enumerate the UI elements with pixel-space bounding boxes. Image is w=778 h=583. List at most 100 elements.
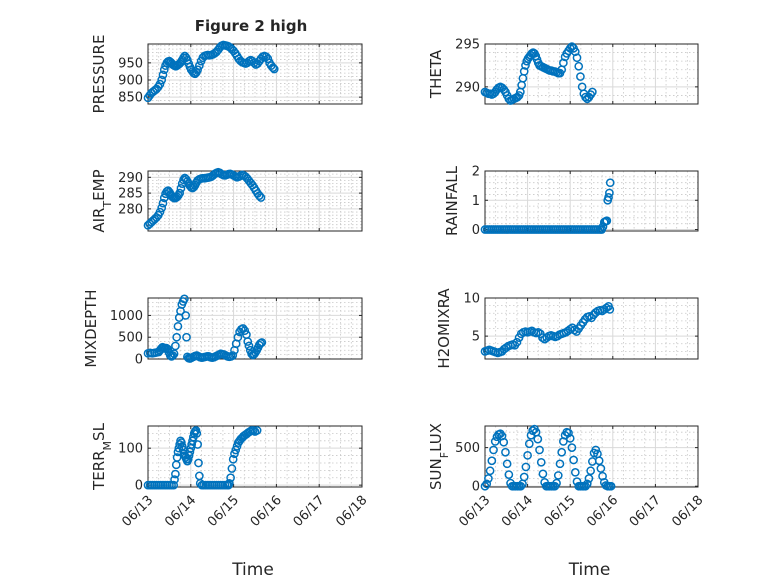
data-series	[143, 167, 266, 230]
x-tick-label: 06/17	[291, 493, 328, 530]
data-point	[254, 340, 264, 350]
data-point	[482, 479, 492, 489]
data-point	[158, 70, 168, 80]
data-point	[517, 80, 526, 90]
data-point	[480, 481, 490, 491]
data-point	[552, 478, 561, 488]
data-point	[605, 178, 615, 188]
figure-title: Figure 2 high	[195, 17, 308, 35]
data-point	[574, 61, 584, 71]
data-point	[157, 203, 167, 213]
data-point	[559, 58, 568, 68]
axes-box	[484, 425, 699, 488]
x-tick-label: 06/16	[584, 493, 621, 530]
data-point	[570, 467, 580, 477]
data-point	[596, 464, 606, 473]
data-point	[263, 54, 273, 64]
data-point	[588, 457, 597, 466]
y-axis-label: TERRMSL	[90, 422, 114, 491]
data-point	[233, 332, 243, 342]
data-point	[249, 58, 259, 68]
y-axis-label: PRESSURE	[90, 35, 108, 114]
data-point	[155, 207, 165, 217]
y-tick-label: 290	[455, 80, 480, 95]
data-point	[594, 456, 604, 466]
data-point	[533, 434, 543, 444]
data-point	[521, 462, 531, 472]
data-point	[257, 338, 267, 347]
data-point	[524, 439, 534, 449]
data-point	[171, 460, 181, 470]
data-point	[487, 456, 497, 466]
data-point	[538, 469, 548, 479]
data-point	[553, 471, 563, 480]
data-point	[226, 473, 235, 483]
data-point	[173, 321, 183, 331]
data-point	[168, 351, 178, 360]
data-point	[172, 332, 182, 342]
data-point	[243, 337, 253, 346]
data-point	[172, 453, 182, 462]
x-tick-label: 06/18	[669, 493, 706, 530]
data-point	[240, 326, 250, 336]
data-point	[224, 478, 234, 488]
data-point	[171, 341, 180, 351]
data-point	[581, 481, 590, 491]
data-point	[485, 466, 495, 476]
y-tick-label: 1000	[110, 309, 143, 324]
subplot-sun-flux: 0 500 06/13 06/14 06/15 06/16 06/17 06/18 SUNFLU…	[427, 423, 706, 580]
y-tick-label: 2	[472, 165, 480, 180]
x-tick-label: 06/15	[542, 493, 579, 530]
data-point	[227, 464, 237, 473]
data-point	[244, 341, 254, 351]
y-tick-label: 500	[455, 441, 480, 456]
data-point	[188, 67, 197, 76]
y-tick-label: 500	[118, 331, 143, 346]
subplot-terr-msl: 0 100 06/13 06/14 06/15 06/16 06/17 06/18 TERRMS…	[90, 422, 370, 580]
data-point	[501, 447, 510, 457]
data-point	[586, 466, 595, 476]
data-point	[490, 437, 500, 446]
data-point	[194, 458, 203, 468]
data-point	[504, 470, 514, 479]
axes-box	[147, 425, 363, 488]
data-point	[557, 447, 567, 457]
data-point	[231, 445, 241, 455]
data-point	[193, 65, 202, 75]
subplot-rainfall: 0 1 2 RAINFALL	[443, 165, 699, 238]
data-series	[480, 302, 615, 358]
y-tick-label: 280	[118, 202, 143, 217]
data-point	[555, 459, 565, 469]
x-tick-label: 06/17	[627, 493, 664, 530]
y-tick-label: 295	[455, 38, 480, 53]
data-series	[480, 42, 597, 105]
x-axis-label: Time	[568, 560, 611, 580]
axes-box	[484, 297, 699, 360]
x-tick-label: 06/18	[333, 493, 370, 530]
data-point	[569, 455, 578, 465]
data-point	[519, 472, 529, 482]
data-point	[512, 337, 522, 347]
subplot-pressure: 850 900 950 PRESSURE	[90, 35, 363, 114]
data-point	[567, 443, 577, 452]
axes-box	[147, 43, 363, 105]
y-axis-label: RAINFALL	[443, 165, 461, 236]
data-point	[516, 481, 526, 491]
data-point	[602, 216, 612, 226]
data-point	[169, 349, 179, 359]
data-series	[143, 294, 267, 363]
y-tick-label: 0	[472, 480, 480, 495]
data-point	[535, 445, 544, 455]
y-tick-label: 1	[472, 194, 480, 209]
y-tick-label: 5	[472, 330, 480, 345]
y-tick-label: 0	[135, 479, 143, 494]
data-point	[193, 440, 202, 449]
data-point	[256, 193, 266, 202]
data-point	[157, 75, 167, 85]
data-point	[570, 325, 579, 335]
x-tick-label: 06/13	[456, 493, 493, 530]
y-axis-label: THETA	[427, 49, 445, 99]
y-axis-label: MIXDEPTH	[82, 289, 100, 367]
data-point	[182, 332, 191, 342]
data-point	[604, 192, 613, 202]
